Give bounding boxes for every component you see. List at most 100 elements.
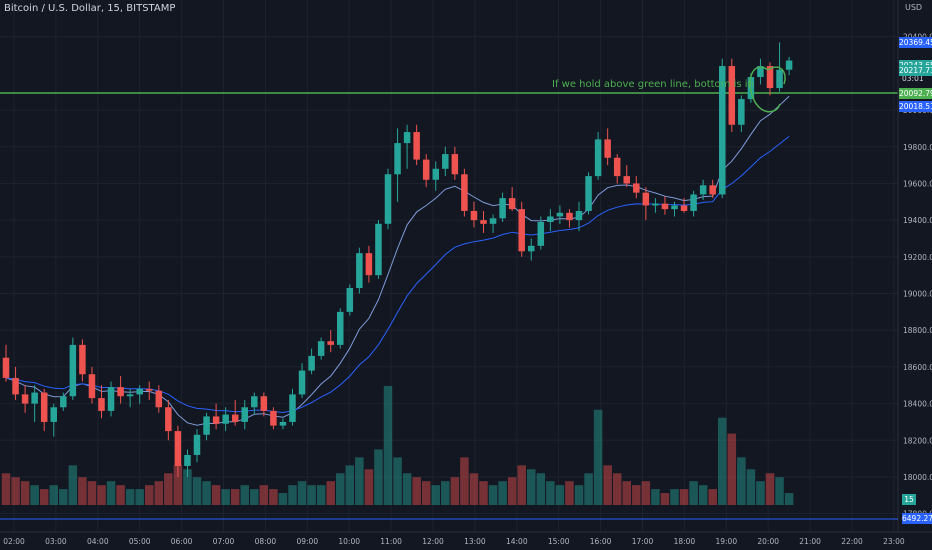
candle-body <box>566 212 573 221</box>
volume-bar <box>59 489 68 505</box>
grid-lines <box>0 0 898 532</box>
volume-bar <box>39 489 49 505</box>
volume-bar <box>288 485 297 505</box>
candle-body <box>12 377 19 395</box>
candle-body <box>489 218 497 224</box>
volume-bar <box>221 489 230 505</box>
time-tick-label: 14:00 <box>506 537 528 546</box>
time-tick-label: 03:00 <box>45 537 67 546</box>
candle-body <box>50 407 57 422</box>
candle-body <box>422 159 430 180</box>
candle-body <box>375 223 382 276</box>
currency-label: USD <box>905 3 923 12</box>
time-tick-label: 21:00 <box>799 537 821 546</box>
candle-body <box>403 132 411 144</box>
candle-body <box>499 198 506 219</box>
candle-body <box>776 69 783 89</box>
volume-bar <box>593 409 603 505</box>
time-tick-label: 05:00 <box>129 537 151 546</box>
chart-title: Bitcoin / U.S. Dollar, 15, BITSTAMP <box>4 3 176 14</box>
time-tick-label: 07:00 <box>213 537 235 546</box>
volume-tag: 15 <box>902 494 916 505</box>
time-tick-label: 18:00 <box>674 537 696 546</box>
volume-bar <box>660 493 670 505</box>
volume-bar <box>708 489 717 505</box>
candle-body <box>394 143 401 175</box>
volume-bar <box>517 465 526 505</box>
time-tick-label: 15:00 <box>548 537 570 546</box>
volume-bar <box>546 481 555 505</box>
time-tick-label: 17:00 <box>632 537 654 546</box>
highlight-circle-shape <box>749 66 781 113</box>
indicator-value-tag: 6492.27 <box>902 513 932 524</box>
candle-body <box>384 174 392 224</box>
volume-bar <box>106 481 116 505</box>
candle-body <box>365 253 373 276</box>
time-tick-label: 12:00 <box>422 537 444 546</box>
time-tick-label: 06:00 <box>171 537 193 546</box>
price-tick-label: 19000.00 <box>903 290 932 299</box>
volume-bar <box>727 433 737 505</box>
volume-bar <box>670 489 679 505</box>
time-tick-label: 22:00 <box>841 537 863 546</box>
volume-bar <box>775 477 784 505</box>
volume-bar <box>632 485 641 505</box>
candle-body <box>690 194 697 211</box>
volume-bar <box>651 489 660 505</box>
candle-body <box>442 154 449 169</box>
volume-bar <box>555 485 565 505</box>
candle-body <box>174 431 182 466</box>
time-tick-label: 19:00 <box>715 537 737 546</box>
candle-body <box>451 154 459 175</box>
candle-body <box>604 139 611 158</box>
volume-bar <box>746 469 756 505</box>
candle-body <box>31 392 38 404</box>
volume-bar <box>68 465 78 505</box>
candle-body <box>680 205 688 211</box>
volume-bar <box>612 473 622 505</box>
volume-bar <box>278 493 288 505</box>
candle-body <box>251 396 258 408</box>
candle-body <box>766 66 774 89</box>
volume-bar <box>393 457 402 505</box>
volume-bar <box>737 457 746 505</box>
candle-body <box>136 388 143 395</box>
time-tick-label: 09:00 <box>296 537 318 546</box>
volume-bar <box>679 489 689 505</box>
volume-bar <box>125 489 135 505</box>
candle-body <box>165 407 172 432</box>
candle-body <box>461 174 468 211</box>
volume-bar <box>164 473 173 505</box>
candlestick-series <box>2 42 793 477</box>
candle-body <box>337 311 344 345</box>
candle-body <box>117 387 124 397</box>
volume-bar <box>192 477 202 505</box>
volume-bar <box>326 481 335 505</box>
volume-bar <box>145 485 154 505</box>
candle-body <box>279 421 287 426</box>
volume-bar <box>307 485 316 505</box>
volume-bar <box>297 481 307 505</box>
time-tick-label: 23:00 <box>883 537 905 546</box>
volume-bar <box>183 469 192 505</box>
volume-bar <box>345 465 355 505</box>
candle-body <box>585 176 592 211</box>
price-tick-label: 18600.00 <box>903 363 932 372</box>
annotation-text[interactable]: If we hold above green line, bottom is i… <box>552 79 754 90</box>
volume-bar <box>412 477 421 505</box>
price-tick-label: 18000.00 <box>903 473 932 482</box>
volume-bar <box>316 485 326 505</box>
price-tag-high: 20369.45 <box>899 36 932 48</box>
volume-bar <box>116 485 125 505</box>
volume-bar <box>584 473 593 505</box>
volume-bar <box>173 465 183 505</box>
candle-body <box>738 99 745 125</box>
candle-body <box>317 341 325 356</box>
candle-body <box>107 387 115 411</box>
volume-bar <box>641 481 651 505</box>
price-tag-ema-slow: 20018.51 <box>899 101 932 113</box>
candle-body <box>98 398 105 411</box>
price-tick-label: 19200.00 <box>903 253 932 262</box>
volume-bar <box>240 485 249 505</box>
